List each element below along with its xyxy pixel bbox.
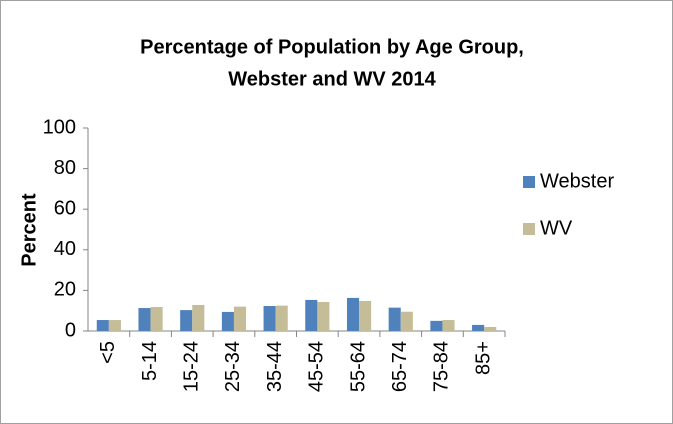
y-tick-label: 100 <box>43 116 76 138</box>
bar <box>138 308 151 331</box>
y-tick-label: 0 <box>65 319 76 341</box>
y-tick-label: 60 <box>54 197 76 219</box>
y-tick-label: 20 <box>54 279 76 301</box>
y-axis-label: Percent <box>18 193 40 267</box>
legend-label: WV <box>540 217 573 239</box>
x-tick-label: 35-44 <box>264 341 286 392</box>
bar <box>472 324 485 331</box>
bar <box>263 306 276 331</box>
x-tick-label: 55-64 <box>347 341 369 392</box>
x-tick-label: 65-74 <box>389 341 411 392</box>
legend-swatch <box>523 223 535 235</box>
x-tick-label: 45-54 <box>306 341 328 392</box>
bar <box>305 299 318 331</box>
x-tick-label: 5-14 <box>139 341 161 381</box>
bar <box>346 297 360 331</box>
bar <box>150 307 163 331</box>
x-tick-label: 15-24 <box>181 341 203 392</box>
bar <box>108 320 121 331</box>
bar <box>317 301 330 331</box>
bar <box>233 306 247 331</box>
x-tick-label: <5 <box>97 341 119 364</box>
bar <box>96 320 109 331</box>
x-tick-label: 85+ <box>472 341 494 375</box>
bar <box>430 320 443 331</box>
bar <box>192 305 205 331</box>
bar <box>180 310 193 331</box>
y-tick-label: 40 <box>54 238 76 260</box>
legend-label: Webster <box>540 170 614 192</box>
bar <box>442 320 455 331</box>
bar <box>359 300 372 331</box>
x-tick-label: 25-34 <box>222 341 244 392</box>
y-tick-label: 80 <box>54 157 76 179</box>
bar <box>484 326 497 331</box>
bar <box>275 305 288 331</box>
chart-title: Percentage of Population by Age Group, <box>140 36 524 58</box>
x-tick-label: 75-84 <box>431 341 453 392</box>
legend-swatch <box>523 176 535 188</box>
chart-title: Webster and WV 2014 <box>228 68 436 90</box>
bar <box>221 311 234 331</box>
bar <box>388 307 401 331</box>
bar <box>400 311 413 331</box>
